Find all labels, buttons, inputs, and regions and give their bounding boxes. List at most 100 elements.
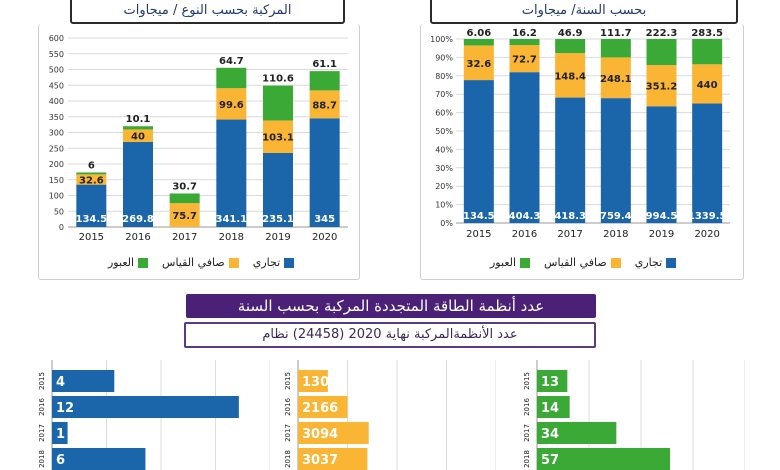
y-tick-label: 10% [435,201,453,210]
x-tick-label: 2016 [512,229,537,240]
bar-segment [76,172,107,175]
x-tick-label: 2019 [649,229,674,240]
legend-wheeling-label: العبور [490,256,517,269]
bar-segment [463,45,494,81]
bar-segment [555,39,586,54]
x-tick-label: 2017 [557,229,582,240]
y-tick-label: 350 [49,113,64,122]
data-label-net-metering: 88.7 [312,100,337,111]
data-label-wheeling: 46.9 [558,28,583,39]
data-label-wheeling: 64.7 [219,56,244,67]
y-tick-label: 2016 [284,398,292,416]
data-label-commercial: 759.4 [600,211,632,222]
y-tick-label: 100% [430,35,453,44]
x-tick-label: 2015 [79,232,104,243]
data-label: 57 [541,453,559,468]
data-label: 1 [56,427,65,442]
y-tick-label: 0% [440,219,453,228]
y-tick-label: 70% [435,90,453,99]
bar-segment [123,126,153,130]
y-tick-label: 100 [49,192,64,201]
data-label-net-metering: 351.2 [646,82,678,93]
legend-net-metering-label: صافي القياس [162,256,225,269]
y-tick-label: 2017 [284,424,292,442]
data-label-commercial: 235.1 [262,214,294,225]
y-tick-label: 2017 [523,424,531,442]
y-tick-label: 2017 [38,424,46,442]
data-label-commercial: 134.5 [76,214,108,225]
data-label-commercial: 418.3 [554,211,586,222]
data-label: 3094 [302,427,338,442]
legend-net-metering-label: صافي القياس [544,256,607,269]
legend-net-metering-swatch [228,257,239,268]
y-tick-label: 80% [435,72,453,81]
bar-segment [692,39,723,65]
bar-segment [646,106,677,223]
data-label-commercial: 269.8 [122,214,154,225]
left-legend: تجاري صافي القياس العبور [108,256,295,269]
bar-segment [463,39,494,46]
data-label-net-metering: 32.6 [79,175,104,186]
data-label-wheeling: 10.1 [126,114,151,125]
bar-segment [123,129,153,143]
data-label: 13 [541,375,559,390]
bar-segment [169,193,200,204]
left-panel [38,24,360,280]
x-tick-label: 2017 [172,232,197,243]
bar-segment [600,57,631,99]
x-tick-label: 2018 [219,232,244,243]
data-label: 14 [541,401,559,416]
legend-net-metering: صافي القياس [162,256,239,269]
data-label-wheeling: 110.6 [262,74,294,85]
x-tick-label: 2015 [466,229,491,240]
data-label: 2166 [302,401,338,416]
y-tick-label: 200 [49,160,64,169]
legend-wheeling: العبور [108,256,149,269]
bar-segment [169,203,200,227]
x-tick-label: 2020 [694,229,719,240]
bar [52,448,146,470]
bar [537,448,670,470]
data-label-net-metering: 32.6 [466,59,491,70]
data-label: 34 [541,427,559,442]
data-label-wheeling: 283.5 [691,28,723,39]
commercial-count-chart: 2015 4 2016 12 2017 1 2018 6 [38,360,270,470]
y-tick-label: 50% [435,127,453,136]
legend-commercial: تجاري [634,256,677,269]
data-label-net-metering: 99.6 [219,100,244,111]
y-tick-label: 2018 [523,450,531,468]
y-tick-label: 250 [49,144,64,153]
legend-commercial-label: تجاري [634,256,663,269]
bar-segment [555,97,586,223]
data-label: 6 [56,453,65,468]
data-label-wheeling: 61.1 [312,59,337,70]
bar-segment [309,71,340,91]
bar-segment [646,65,677,107]
legend-commercial-label: تجاري [252,256,281,269]
bar-segment [309,118,340,227]
bar [52,422,68,444]
x-tick-label: 2019 [265,232,290,243]
bar-segment [123,142,153,227]
data-label-wheeling: 16.2 [512,28,537,39]
right-panel [420,24,744,280]
bar-segment [509,45,540,73]
bar [537,370,568,392]
data-label: 3037 [302,453,338,468]
left-panel-title: المركبة بحسب النوع / ميجاوات [70,0,345,24]
left-stacked-bar-chart: 0 50 100 150 200 250 300 350 400 450 500 550 600 134.… [49,34,348,243]
legend-commercial-swatch [666,257,677,268]
data-label-commercial: 134.5 [463,211,495,222]
y-tick-label: 2016 [523,398,531,416]
bar-segment [509,72,540,223]
y-tick-label: 60% [435,109,453,118]
y-tick-label: 0 [59,223,64,232]
bar-segment [600,39,631,58]
x-tick-label: 2016 [125,232,150,243]
data-label-wheeling: 6 [88,160,95,171]
y-tick-label: 20% [435,182,453,191]
right-panel-title: بحسب السنة/ ميجاوات [430,0,738,24]
y-tick-label: 2018 [284,450,292,468]
data-label-wheeling: 30.7 [172,181,197,192]
y-tick-label: 40% [435,145,453,154]
